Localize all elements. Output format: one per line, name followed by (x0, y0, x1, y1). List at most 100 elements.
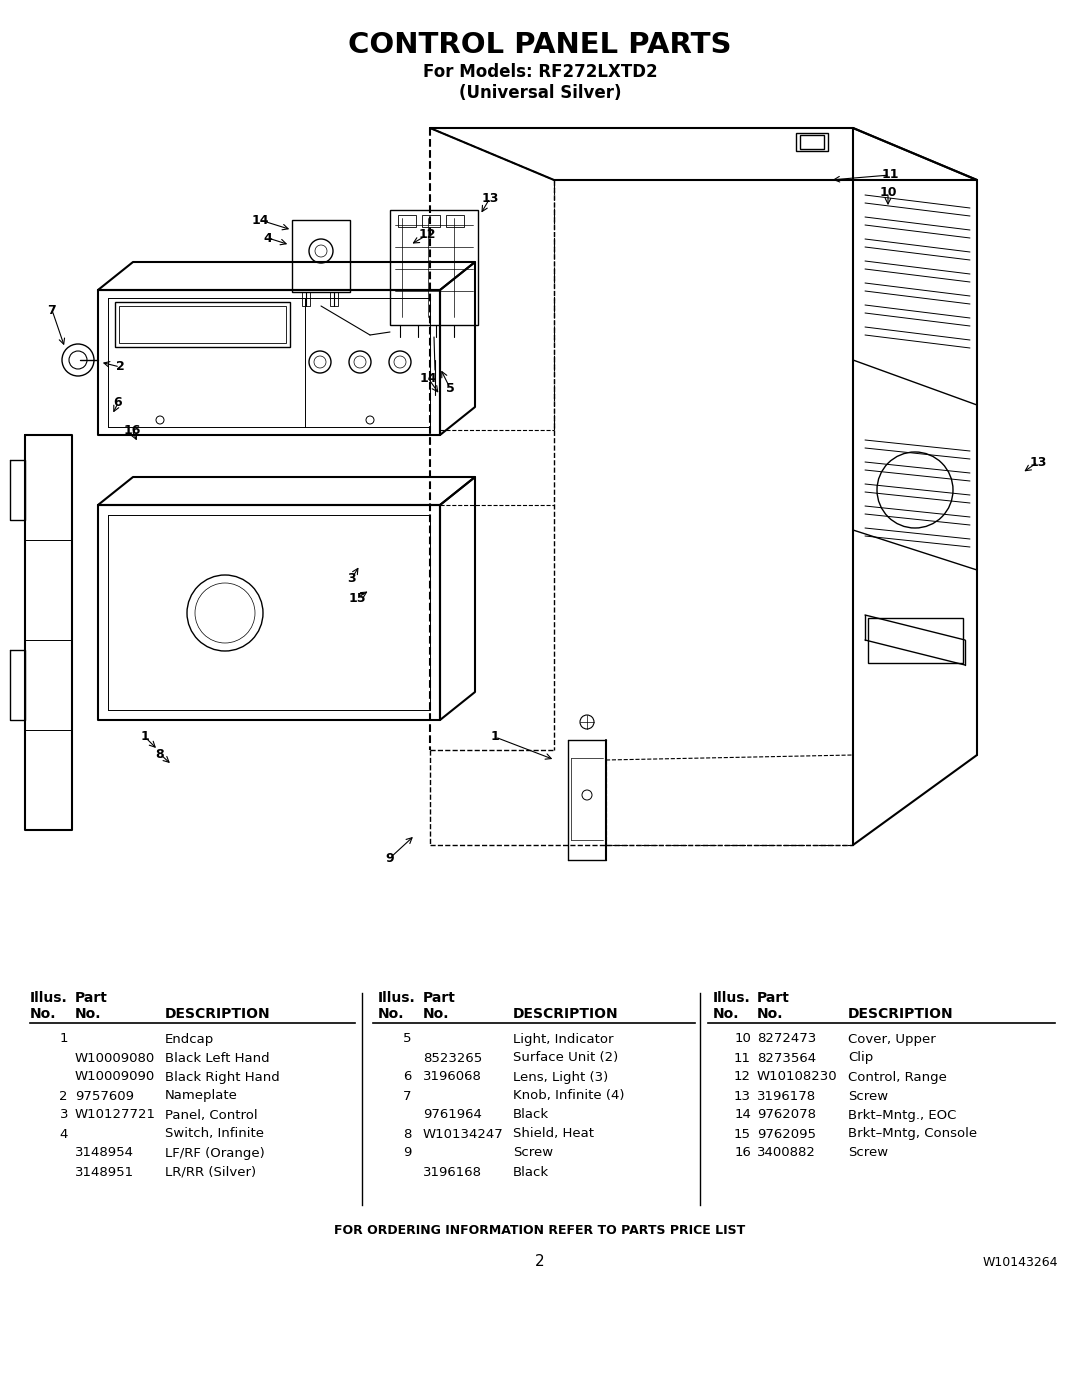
Text: 6: 6 (403, 1070, 411, 1084)
Text: Cover, Upper: Cover, Upper (848, 1032, 935, 1045)
Text: 1: 1 (59, 1032, 68, 1045)
Text: 8273564: 8273564 (757, 1052, 816, 1065)
Text: LR/RR (Silver): LR/RR (Silver) (165, 1165, 256, 1179)
Text: 3196068: 3196068 (423, 1070, 482, 1084)
Text: (Universal Silver): (Universal Silver) (459, 84, 621, 102)
Text: Endcap: Endcap (165, 1032, 214, 1045)
Text: Part: Part (75, 990, 108, 1004)
Text: W10108230: W10108230 (757, 1070, 838, 1084)
Text: For Models: RF272LXTD2: For Models: RF272LXTD2 (422, 63, 658, 81)
Text: Clip: Clip (848, 1052, 874, 1065)
Text: 7: 7 (403, 1090, 411, 1102)
Text: No.: No. (423, 1007, 449, 1021)
Bar (422, 215, 440, 226)
Text: 3196168: 3196168 (423, 1165, 482, 1179)
Text: Knob, Infinite (4): Knob, Infinite (4) (513, 1090, 624, 1102)
Text: Black: Black (513, 1108, 549, 1122)
Text: No.: No. (713, 1007, 740, 1021)
Text: W10143264: W10143264 (983, 1256, 1058, 1268)
Text: W10009090: W10009090 (75, 1070, 156, 1084)
Text: 3: 3 (59, 1108, 68, 1122)
Text: 12: 12 (734, 1070, 751, 1084)
Text: 3196178: 3196178 (757, 1090, 816, 1102)
Bar (446, 215, 464, 226)
Text: CONTROL PANEL PARTS: CONTROL PANEL PARTS (348, 31, 732, 59)
Text: 16: 16 (734, 1147, 751, 1160)
Text: 15: 15 (734, 1127, 751, 1140)
Text: 14: 14 (734, 1108, 751, 1122)
Text: 13: 13 (482, 191, 499, 204)
Bar (390, 210, 478, 326)
Text: Light, Indicator: Light, Indicator (513, 1032, 613, 1045)
Text: 4: 4 (264, 232, 272, 244)
Text: Black Right Hand: Black Right Hand (165, 1070, 280, 1084)
Text: Control, Range: Control, Range (848, 1070, 947, 1084)
Bar (330, 292, 338, 306)
Text: 13: 13 (1029, 455, 1047, 468)
Text: Illus.: Illus. (713, 990, 751, 1004)
Text: 7: 7 (48, 303, 56, 317)
Text: 5: 5 (446, 381, 455, 394)
Bar (302, 292, 310, 306)
Text: 8: 8 (156, 747, 164, 760)
Text: 5: 5 (403, 1032, 411, 1045)
Text: Brkt–Mntg, Console: Brkt–Mntg, Console (848, 1127, 977, 1140)
Text: Illus.: Illus. (30, 990, 68, 1004)
Text: 6: 6 (113, 397, 122, 409)
Text: 2: 2 (116, 360, 124, 373)
Text: 8: 8 (403, 1127, 411, 1140)
Text: No.: No. (757, 1007, 783, 1021)
Bar (119, 306, 286, 344)
Text: Switch, Infinite: Switch, Infinite (165, 1127, 264, 1140)
Text: LF/RF (Orange): LF/RF (Orange) (165, 1147, 265, 1160)
Text: 11: 11 (881, 169, 899, 182)
Text: Brkt–Mntg., EOC: Brkt–Mntg., EOC (848, 1108, 957, 1122)
Text: 3: 3 (348, 571, 356, 584)
Text: 9: 9 (386, 852, 394, 865)
Text: No.: No. (378, 1007, 405, 1021)
Text: 11: 11 (734, 1052, 751, 1065)
Text: Black: Black (513, 1165, 549, 1179)
Text: 9761964: 9761964 (423, 1108, 482, 1122)
Text: Screw: Screw (848, 1090, 888, 1102)
Text: 9757609: 9757609 (75, 1090, 134, 1102)
Text: W10127721: W10127721 (75, 1108, 156, 1122)
Text: 13: 13 (734, 1090, 751, 1102)
Text: DESCRIPTION: DESCRIPTION (848, 1007, 954, 1021)
Text: W10134247: W10134247 (423, 1127, 503, 1140)
Text: 1: 1 (140, 731, 149, 743)
Bar (868, 617, 963, 664)
Bar (800, 136, 824, 149)
Text: Lens, Light (3): Lens, Light (3) (513, 1070, 608, 1084)
Text: 1: 1 (490, 731, 499, 743)
Text: 14: 14 (419, 372, 436, 384)
Text: No.: No. (75, 1007, 102, 1021)
Text: 2: 2 (536, 1255, 544, 1270)
Text: Black Left Hand: Black Left Hand (165, 1052, 270, 1065)
Text: Surface Unit (2): Surface Unit (2) (513, 1052, 618, 1065)
Text: Nameplate: Nameplate (165, 1090, 238, 1102)
Text: 9: 9 (403, 1147, 411, 1160)
Text: 16: 16 (123, 423, 140, 436)
Text: No.: No. (30, 1007, 56, 1021)
Bar (399, 215, 416, 226)
Text: DESCRIPTION: DESCRIPTION (165, 1007, 271, 1021)
Text: 10: 10 (734, 1032, 751, 1045)
Text: Screw: Screw (848, 1147, 888, 1160)
Text: FOR ORDERING INFORMATION REFER TO PARTS PRICE LIST: FOR ORDERING INFORMATION REFER TO PARTS … (335, 1224, 745, 1236)
Bar (114, 302, 291, 346)
Text: 2: 2 (59, 1090, 68, 1102)
Text: Screw: Screw (513, 1147, 553, 1160)
Text: Part: Part (423, 990, 456, 1004)
Text: Part: Part (757, 990, 789, 1004)
Text: W10009080: W10009080 (75, 1052, 156, 1065)
Text: 15: 15 (348, 591, 366, 605)
Text: Illus.: Illus. (378, 990, 416, 1004)
Text: 12: 12 (418, 229, 435, 242)
Text: DESCRIPTION: DESCRIPTION (513, 1007, 619, 1021)
Text: 10: 10 (879, 186, 896, 198)
Text: 8523265: 8523265 (423, 1052, 483, 1065)
Text: Panel, Control: Panel, Control (165, 1108, 258, 1122)
Text: 3148954: 3148954 (75, 1147, 134, 1160)
Text: 3400882: 3400882 (757, 1147, 815, 1160)
